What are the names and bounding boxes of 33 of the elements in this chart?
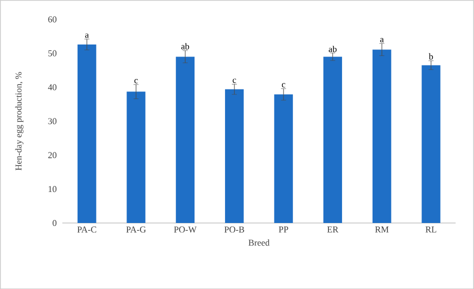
annotation: ab: [181, 42, 190, 50]
annotation: ab: [328, 46, 337, 52]
bar: [176, 56, 195, 223]
x-tick-label: PO-B: [224, 226, 244, 232]
annotation: c: [134, 78, 138, 84]
y-tick-label: 60: [48, 16, 56, 22]
y-tick-label: 40: [48, 84, 56, 90]
y-tick-label: 10: [48, 186, 56, 192]
annotation: a: [380, 38, 384, 42]
x-tick-label: PO-W: [174, 226, 197, 232]
bar: [323, 56, 342, 223]
y-tick-label: 20: [48, 152, 56, 158]
y-axis-title: Hen-day egg production, %: [15, 72, 24, 170]
annotation: c: [282, 82, 286, 88]
bar: [225, 89, 244, 223]
x-axis-title: Breed: [248, 239, 270, 246]
x-tick-label: PP: [278, 226, 288, 232]
bar: [126, 92, 146, 223]
y-tick-label: 30: [48, 118, 56, 124]
x-tick-label: PA-C: [77, 226, 96, 232]
x-tick-label: RM: [375, 226, 389, 232]
annotation: a: [85, 33, 89, 38]
bar: [78, 44, 96, 223]
x-tick-label: RL: [426, 226, 436, 232]
bar: [274, 94, 293, 223]
annotation: b: [428, 53, 433, 60]
x-tick-label: ER: [327, 226, 338, 232]
y-tick-label: 0: [52, 220, 56, 226]
bar: [372, 49, 392, 223]
bar: [422, 65, 440, 223]
annotation: c: [232, 78, 236, 83]
y-tick-label: 50: [48, 50, 56, 56]
x-tick-label: PA-G: [126, 226, 146, 232]
